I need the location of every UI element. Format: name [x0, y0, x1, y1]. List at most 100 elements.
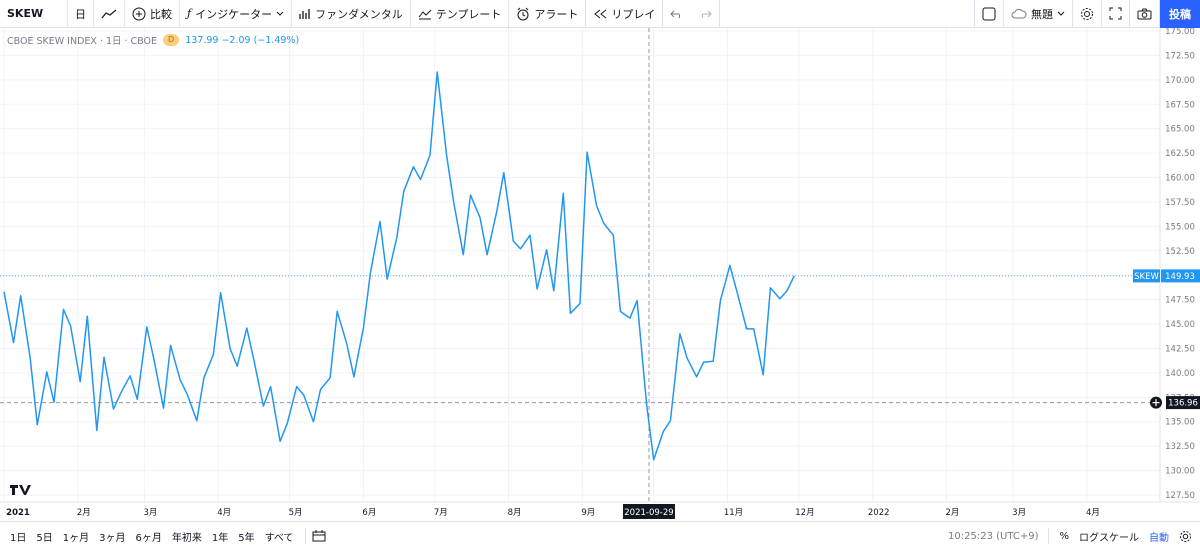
- time-tick-label: 4月: [217, 508, 231, 518]
- post-button[interactable]: 投稿: [1160, 0, 1200, 28]
- legend-title: CBOE SKEW INDEX · 1日 · CBOE: [7, 36, 158, 47]
- bottom-toolbar: 1日 5日 1ヶ月 3ヶ月 6ヶ月 年初来 1年 5年 すべて 10:25:23 (UTC+9)…: [0, 521, 1200, 550]
- tradingview-logo: [10, 485, 31, 495]
- range-button[interactable]: 5年: [238, 532, 255, 544]
- undo-button[interactable]: [663, 0, 691, 28]
- last-price-label: SKEW 149.93: [1133, 269, 1200, 283]
- bar-chart-icon: [299, 8, 310, 19]
- compare-label: 比較: [150, 7, 172, 21]
- price-chart[interactable]: 175.00 172.50 170.00 167.50 165.00 162.50 160.…: [0, 28, 1200, 521]
- price-tick-label: 127.50: [1165, 491, 1195, 501]
- price-tick-label: 160.00: [1165, 174, 1195, 184]
- symbol-search[interactable]: SKEW: [0, 0, 68, 28]
- range-button[interactable]: 5日: [36, 532, 53, 544]
- replay-button[interactable]: リプレイ: [586, 0, 664, 28]
- gear-icon: [1081, 7, 1093, 20]
- time-tick-label: 3月: [143, 508, 157, 518]
- time-tick-label: 4月: [1086, 508, 1100, 518]
- range-button[interactable]: 1ヶ月: [62, 532, 90, 544]
- chart-type-button[interactable]: [94, 0, 125, 28]
- camera-icon: [1137, 8, 1152, 19]
- price-tick-label: 162.50: [1165, 149, 1195, 159]
- redo-button[interactable]: [691, 0, 721, 28]
- time-tick-label: 6月: [362, 508, 376, 518]
- date-range-icon[interactable]: [312, 530, 326, 542]
- fundamentals-button[interactable]: ファンダメンタル: [292, 0, 411, 28]
- range-buttons: 1日 5日 1ヶ月 3ヶ月 6ヶ月 年初来 1年 5年 すべて: [0, 529, 299, 544]
- range-button[interactable]: 1年: [211, 532, 229, 544]
- price-tick-label: 140.00: [1165, 369, 1195, 379]
- price-tick-label: 167.50: [1165, 100, 1195, 110]
- range-button[interactable]: 1日: [10, 532, 27, 544]
- data-badge: D: [163, 34, 180, 46]
- last-price-value: 149.93: [1165, 272, 1195, 282]
- price-tick-label: 172.50: [1165, 51, 1195, 61]
- range-button[interactable]: 年初来: [171, 532, 202, 544]
- price-tick-label: 165.00: [1165, 125, 1195, 135]
- interval-button[interactable]: 日: [68, 0, 94, 28]
- layout-name-label: 無題: [1031, 7, 1053, 21]
- redo-icon: [702, 10, 713, 18]
- price-tick-label: 135.00: [1165, 418, 1195, 428]
- rewind-icon: [594, 9, 607, 18]
- range-button[interactable]: すべて: [264, 532, 294, 544]
- fullscreen-button[interactable]: [1102, 0, 1130, 28]
- alarm-clock-icon: [517, 7, 529, 20]
- templates-label: テンプレート: [435, 7, 502, 21]
- time-axis-ticks: 2021 2月 3月 4月 5月 6月 7月 8月 9月 11月 12月 2022 2月 3月 4月: [6, 508, 1100, 518]
- price-tick-label: 152.50: [1165, 247, 1195, 257]
- price-tick-label: 130.00: [1165, 467, 1195, 477]
- expand-icon: [1109, 7, 1122, 20]
- crosshair-value: 136.96: [1168, 399, 1198, 409]
- undo-icon: [670, 10, 681, 18]
- skew-series-line: [3, 71, 795, 461]
- legend-values: 137.99 −2.09 (−1.49%): [185, 34, 300, 46]
- time-tick-label: 7月: [434, 508, 448, 518]
- price-tick-label: 175.00: [1165, 28, 1195, 37]
- compare-button[interactable]: 比較: [125, 0, 180, 28]
- indicators-button[interactable]: ƒ インジケーター: [180, 0, 293, 28]
- crosshair-price-label: 136.96: [1150, 396, 1200, 410]
- line-chart-icon: [101, 9, 117, 18]
- layout-name-button[interactable]: 無題: [1004, 0, 1073, 28]
- price-axis-background: [1160, 28, 1200, 502]
- clock-time: 10:25:23 (UTC+9): [948, 530, 1039, 542]
- range-button[interactable]: 3ヶ月: [99, 532, 126, 544]
- fullscreen-layout-button[interactable]: [974, 0, 1004, 28]
- auto-scale-toggle[interactable]: 自動: [1149, 532, 1169, 544]
- percent-scale-toggle[interactable]: %: [1059, 530, 1069, 542]
- time-tick-label: 3月: [1012, 508, 1026, 518]
- indicators-label: インジケーター: [195, 7, 273, 21]
- range-button[interactable]: 6ヶ月: [135, 532, 162, 544]
- price-tick-label: 170.00: [1165, 76, 1195, 86]
- alert-button[interactable]: アラート: [509, 0, 587, 28]
- plus-icon: [1152, 399, 1160, 407]
- chart-legend: CBOE SKEW INDEX · 1日 · CBOE D 137.99 −2.…: [7, 33, 299, 47]
- grid-lines: [0, 28, 1160, 502]
- time-tick-label: 5月: [289, 508, 303, 518]
- top-toolbar: SKEW 日 比較 ƒ インジケーター ファンダメンタル テンプレート アラート…: [0, 0, 1200, 28]
- alert-label: アラート: [534, 7, 579, 21]
- price-tick-label: 147.50: [1165, 296, 1195, 306]
- time-tick-label: 2月: [946, 508, 960, 518]
- time-tick-label: 2022: [868, 508, 890, 518]
- time-tick-label: 2月: [77, 508, 91, 518]
- time-tick-label: 11月: [724, 508, 743, 518]
- snapshot-button[interactable]: [1130, 0, 1160, 28]
- bottom-divider: [1048, 528, 1050, 544]
- crosshair-date-label: 2021-09-29: [622, 504, 675, 519]
- fundamentals-label: ファンダメンタル: [315, 7, 403, 21]
- settings-button[interactable]: [1073, 0, 1102, 28]
- replay-label: リプレイ: [611, 7, 656, 21]
- cloud-icon: [1011, 8, 1027, 18]
- log-scale-toggle[interactable]: ログスケール: [1079, 532, 1139, 544]
- templates-button[interactable]: テンプレート: [411, 0, 510, 28]
- price-tick-label: 155.00: [1165, 222, 1195, 232]
- price-tick-label: 142.50: [1165, 344, 1195, 354]
- plus-circle-icon: [132, 7, 146, 20]
- price-axis-ticks: 175.00 172.50 170.00 167.50 165.00 162.50 160.…: [1165, 28, 1195, 501]
- chevron-down-icon: [1057, 11, 1065, 16]
- gear-icon[interactable]: [1179, 530, 1192, 543]
- time-tick-label: 8月: [508, 508, 522, 518]
- price-tick-label: 132.50: [1165, 442, 1195, 452]
